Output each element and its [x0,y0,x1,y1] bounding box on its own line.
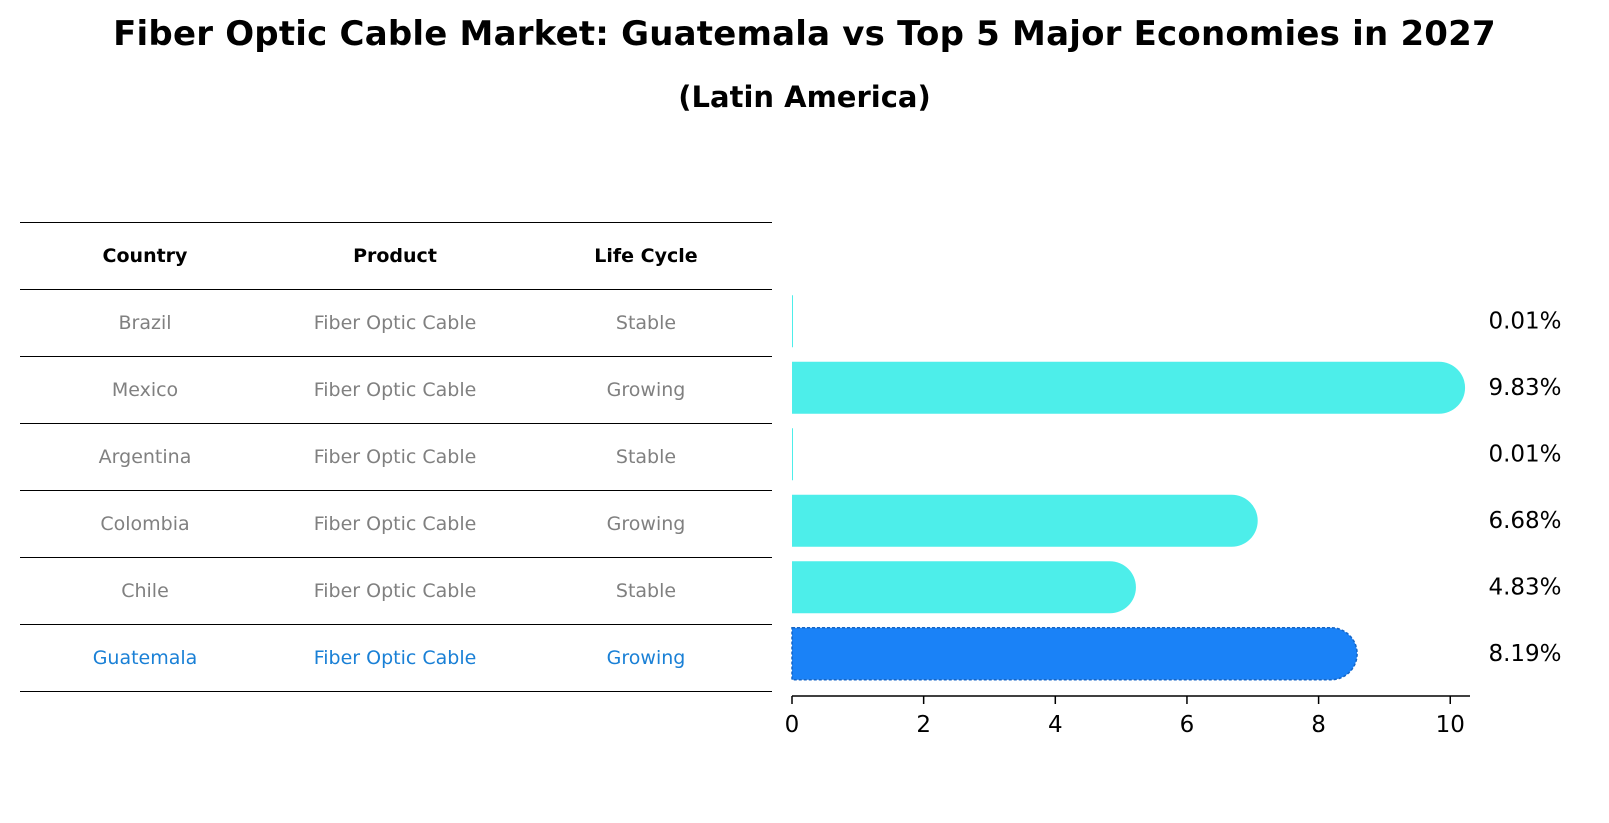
x-tick-label: 10 [1436,712,1465,738]
market-table: Country Product Life Cycle Brazil Fiber … [20,222,772,692]
table-row: Mexico Fiber Optic Cable Growing [20,356,772,424]
header-life-cycle: Life Cycle [520,222,772,290]
cell-product: Fiber Optic Cable [270,557,520,625]
cell-country: Argentina [20,423,270,491]
chart-title: Fiber Optic Cable Market: Guatemala vs T… [113,14,1496,54]
bar-mexico [792,361,1466,414]
table-row: Chile Fiber Optic Cable Stable [20,557,772,625]
table-row: Argentina Fiber Optic Cable Stable [20,423,772,491]
bar-chile [792,561,1136,614]
table-row: Colombia Fiber Optic Cable Growing [20,490,772,558]
value-label-mexico: 9.83% [1488,375,1561,401]
value-label-colombia: 6.68% [1488,508,1561,534]
table-row-highlight: Guatemala Fiber Optic Cable Growing [20,624,772,692]
x-tick-label: 6 [1180,712,1195,738]
value-label-argentina: 0.01% [1488,441,1561,467]
cell-life-cycle: Growing [520,624,772,692]
cell-life-cycle: Growing [520,356,772,424]
cell-product: Fiber Optic Cable [270,490,520,558]
cell-life-cycle: Stable [520,289,772,357]
cell-country: Mexico [20,356,270,424]
table-row: Brazil Fiber Optic Cable Stable [20,289,772,357]
bar-brazil [792,295,793,348]
cell-life-cycle: Growing [520,490,772,558]
cell-product: Fiber Optic Cable [270,423,520,491]
header-product: Product [270,222,520,290]
cell-country: Chile [20,557,270,625]
cell-country: Brazil [20,289,270,357]
cell-product: Fiber Optic Cable [270,289,520,357]
header-country: Country [20,222,270,290]
table-header-row: Country Product Life Cycle [20,222,772,290]
cell-country: Colombia [20,490,270,558]
value-label-chile: 4.83% [1488,574,1561,600]
x-tick-label: 0 [785,712,800,738]
cell-life-cycle: Stable [520,423,772,491]
value-label-brazil: 0.01% [1488,308,1561,334]
cell-product: Fiber Optic Cable [270,356,520,424]
x-tick-label: 8 [1311,712,1326,738]
chart-subtitle: (Latin America) [678,80,931,114]
bar-colombia [792,494,1258,547]
cell-product: Fiber Optic Cable [270,624,520,692]
value-label-guatemala: 8.19% [1488,641,1561,667]
cell-country: Guatemala [20,624,270,692]
x-tick-label: 4 [1048,712,1063,738]
x-tick-label: 2 [916,712,931,738]
cell-life-cycle: Stable [520,557,772,625]
bar-argentina [792,428,793,481]
bar-guatemala [791,627,1358,681]
